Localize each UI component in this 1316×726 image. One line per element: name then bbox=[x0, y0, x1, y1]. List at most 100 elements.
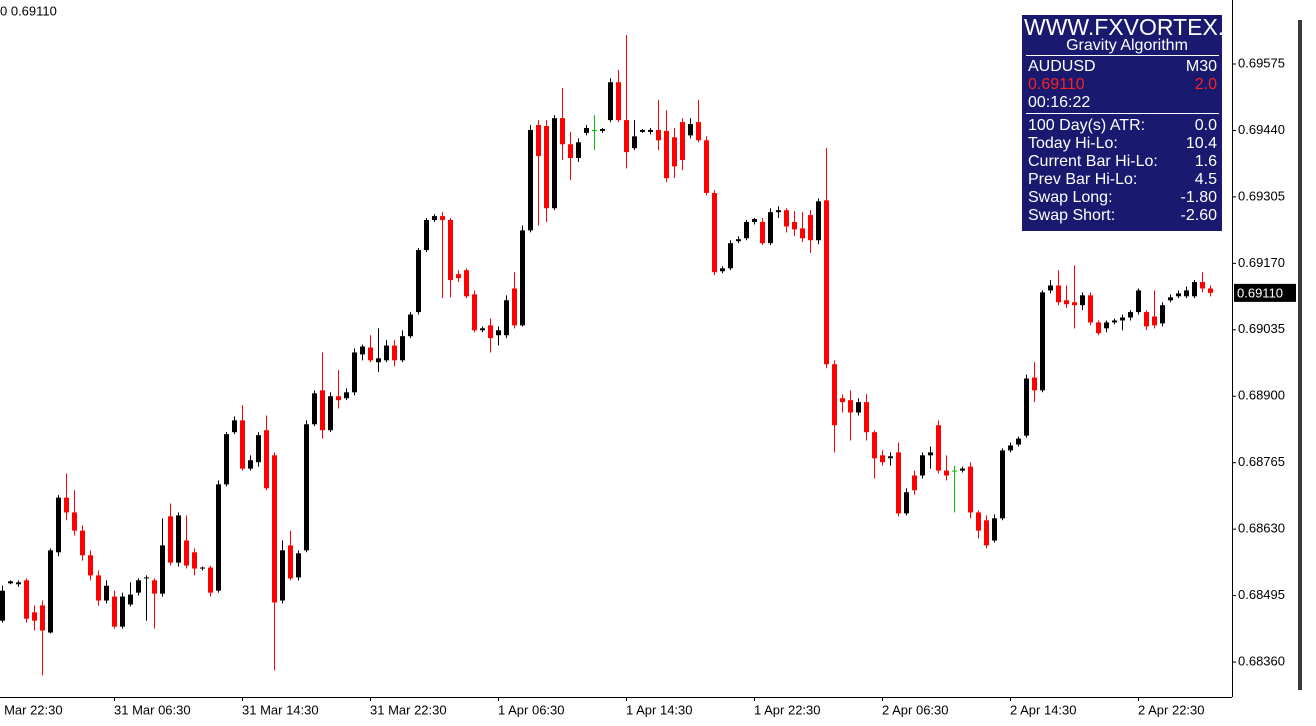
candle-body bbox=[96, 575, 101, 601]
candle-body bbox=[320, 390, 325, 431]
candle-body bbox=[648, 129, 653, 132]
candle-body bbox=[512, 288, 517, 326]
panel-row-label: 100 Day(s) ATR: bbox=[1028, 117, 1145, 134]
panel-timeframe: M30 bbox=[1186, 58, 1217, 75]
x-tick-label: 31 Mar 14:30 bbox=[242, 702, 319, 717]
y-tick-label: 0.68765 bbox=[1238, 454, 1285, 469]
candle-body bbox=[56, 497, 61, 553]
candle-body bbox=[296, 553, 301, 578]
candle-body bbox=[232, 420, 237, 433]
candle-body bbox=[928, 452, 933, 456]
panel-row-label: Current Bar Hi-Lo: bbox=[1028, 153, 1158, 170]
candle-body bbox=[0, 590, 5, 621]
candle-body bbox=[840, 398, 845, 403]
candle-body bbox=[944, 470, 949, 476]
candle-body bbox=[416, 250, 421, 313]
candle-body bbox=[1184, 290, 1189, 297]
candle-body bbox=[768, 212, 773, 244]
candle-body bbox=[728, 243, 733, 269]
x-tick-label: 2 Apr 22:30 bbox=[1138, 702, 1205, 717]
candle-body bbox=[304, 424, 309, 551]
header-text: 0 0.69110 bbox=[0, 3, 57, 18]
candle-body bbox=[1000, 450, 1005, 519]
candle-body bbox=[848, 400, 853, 413]
y-tick-label: 0.69305 bbox=[1238, 188, 1285, 203]
x-tick-label: 1 Apr 06:30 bbox=[498, 702, 565, 717]
candle-body bbox=[720, 268, 725, 272]
y-tick-label: 0.69035 bbox=[1238, 321, 1285, 336]
candle-body bbox=[1168, 297, 1173, 301]
candle-body bbox=[112, 596, 117, 627]
candle-body bbox=[872, 432, 877, 459]
candle-body bbox=[632, 136, 637, 149]
candle-body bbox=[992, 518, 997, 541]
panel-row-value: 10.4 bbox=[1186, 135, 1217, 152]
candle-body bbox=[1024, 378, 1029, 436]
candle-body bbox=[440, 216, 445, 221]
candle-body bbox=[432, 216, 437, 221]
candle-body bbox=[672, 137, 677, 167]
candle-body bbox=[784, 210, 789, 227]
candle-body bbox=[216, 484, 221, 591]
y-tick-label: 0.68630 bbox=[1238, 521, 1285, 536]
candle-body bbox=[1008, 445, 1013, 451]
candle-body bbox=[1104, 322, 1109, 329]
candle-body bbox=[264, 430, 269, 489]
candle-body bbox=[24, 580, 29, 619]
candle-body bbox=[1120, 317, 1125, 321]
candle-body bbox=[1088, 295, 1093, 323]
candle-body bbox=[1032, 377, 1037, 391]
candle-body bbox=[536, 125, 541, 157]
candle-body bbox=[776, 210, 781, 213]
candle-body bbox=[656, 129, 661, 141]
candle-body bbox=[528, 129, 533, 231]
candle-body bbox=[256, 435, 261, 463]
candle-body bbox=[592, 129, 597, 131]
candle-body bbox=[192, 552, 197, 569]
candle-body bbox=[568, 144, 573, 159]
panel-rows: 100 Day(s) ATR: 0.0 Today Hi-Lo: 10.4 Curren… bbox=[1028, 117, 1217, 224]
panel-row-label: Today Hi-Lo: bbox=[1028, 135, 1118, 152]
candle-body bbox=[896, 452, 901, 514]
candle-body bbox=[136, 580, 141, 593]
current-price-box bbox=[1234, 283, 1296, 302]
x-tick-label: 1 Apr 14:30 bbox=[626, 702, 693, 717]
candle-body bbox=[504, 300, 509, 336]
candle-body bbox=[984, 520, 989, 546]
candle-body bbox=[1192, 282, 1197, 297]
candle-body bbox=[856, 402, 861, 413]
x-tick-label: 30 Mar 22:30 bbox=[0, 702, 63, 717]
candle-body bbox=[184, 540, 189, 566]
candle-body bbox=[200, 567, 205, 569]
panel-row-label: Swap Long: bbox=[1028, 189, 1113, 206]
candle-body bbox=[664, 130, 669, 179]
candle-body bbox=[272, 455, 277, 603]
candle-body bbox=[480, 328, 485, 331]
candle-body bbox=[240, 420, 245, 469]
candle-body bbox=[1096, 322, 1101, 334]
candle-body bbox=[408, 314, 413, 337]
candle-body bbox=[560, 118, 565, 145]
y-tick-label: 0.68360 bbox=[1238, 653, 1285, 668]
candle-body bbox=[488, 325, 493, 339]
y-tick-label: 0.68495 bbox=[1238, 587, 1285, 602]
candle-body bbox=[80, 530, 85, 556]
candle-body bbox=[1064, 300, 1069, 305]
candle-body bbox=[1112, 320, 1117, 323]
candle-body bbox=[616, 82, 621, 121]
candle-body bbox=[336, 396, 341, 401]
candle-body bbox=[168, 516, 173, 563]
candle-body bbox=[248, 460, 253, 469]
candle-body bbox=[128, 594, 133, 605]
axes: 0.69575 0.69440 0.69305 0.69170 0.69035 0.689… bbox=[0, 55, 1296, 717]
candle-body bbox=[912, 475, 917, 491]
y-tick-label: 0.69440 bbox=[1238, 122, 1285, 137]
candle-body bbox=[1144, 312, 1149, 327]
candle-body bbox=[904, 492, 909, 514]
candle-body bbox=[960, 468, 965, 471]
candle-body bbox=[920, 455, 925, 476]
candle-body bbox=[680, 122, 685, 160]
candle-body bbox=[864, 402, 869, 433]
candle-body bbox=[1176, 293, 1181, 297]
x-tick-label: 2 Apr 14:30 bbox=[1010, 702, 1077, 717]
